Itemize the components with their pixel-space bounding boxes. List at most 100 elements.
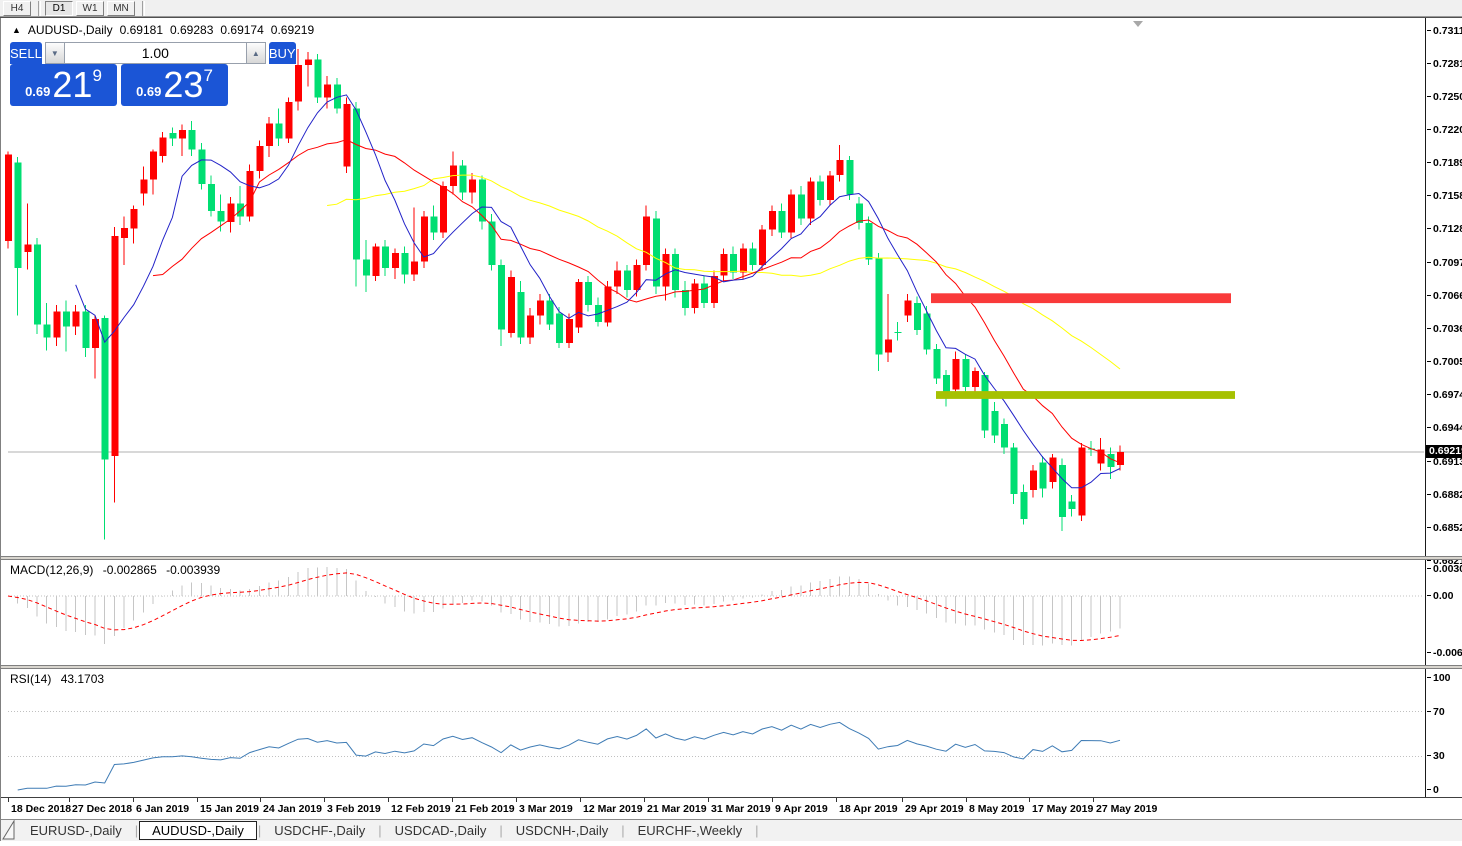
price-tick-label: 0.69440: [1426, 422, 1462, 434]
timeframe-button-d1[interactable]: D1: [45, 0, 73, 16]
time-tick-label: 17 May 2019: [1032, 803, 1094, 815]
sell-price-button[interactable]: 0.69 21 9: [10, 64, 117, 106]
time-tick: [324, 798, 325, 802]
time-tick: [260, 798, 261, 802]
tabbar-corner-icon: [2, 820, 15, 840]
buy-button[interactable]: BUY: [268, 42, 296, 64]
sell-price-pipette: 9: [92, 66, 102, 85]
macd-name: MACD(12,26,9): [10, 563, 94, 577]
timeframe-button-mn[interactable]: MN: [107, 0, 135, 16]
time-axis: 18 Dec 2018 27 Dec 2018 6 Jan 2019 15 Jan 2…: [0, 797, 1462, 819]
time-tick-label: 12 Mar 2019: [583, 803, 643, 815]
price-tick-label: 0.71585: [1426, 190, 1462, 202]
tab-separator: |: [257, 823, 262, 838]
volume-increase-button[interactable]: ▲: [245, 42, 266, 64]
chart-tab-bar: EURUSD-,Daily | AUDUSD-,Daily | USDCHF-,Dail…: [0, 819, 1462, 841]
time-tick-label: 6 Jan 2019: [136, 803, 190, 815]
volume-input[interactable]: [64, 42, 246, 64]
time-tick-label: 27 May 2019: [1096, 803, 1158, 815]
time-tick: [133, 798, 134, 802]
price-tick-label: 0.72810: [1426, 58, 1462, 70]
time-tick: [902, 798, 903, 802]
rsi-value: 43.1703: [60, 672, 105, 686]
time-tick-label: 21 Feb 2019: [455, 803, 515, 815]
timeframe-button-h4[interactable]: H4: [3, 0, 31, 16]
collapse-chart-icon[interactable]: ▲: [12, 25, 21, 35]
chart-tab-usdcad[interactable]: USDCAD-,Daily: [394, 823, 487, 838]
time-tick: [388, 798, 389, 802]
time-tick: [69, 798, 70, 802]
macd-main-value: -0.002865: [102, 563, 157, 577]
price-tick-label: 0.68520: [1426, 522, 1462, 534]
buy-price-pipette: 7: [203, 66, 213, 85]
bar-low-value: 0.69174: [220, 23, 264, 37]
chart-tab-audusd[interactable]: AUDUSD-,Daily: [139, 821, 257, 840]
sell-button[interactable]: SELL: [10, 42, 42, 64]
rsi-tick-label: 0: [1426, 784, 1462, 796]
time-tick-label: 9 Apr 2019: [775, 803, 828, 815]
time-tick-label: 21 Mar 2019: [647, 803, 707, 815]
tab-separator: |: [134, 823, 139, 838]
chart-top-border: [0, 17, 1462, 18]
time-tick-label: 3 Mar 2019: [519, 803, 573, 815]
time-tick-label: 29 Apr 2019: [905, 803, 964, 815]
sell-price-prefix: 0.69: [25, 84, 51, 99]
price-tick-label: 0.69130: [1426, 456, 1462, 468]
chart-shift-icon: [1133, 21, 1143, 27]
sell-price-big: 21: [52, 64, 93, 105]
time-tick-label: 18 Dec 2018: [11, 803, 72, 815]
symbol-title: AUDUSD-,Daily: [27, 23, 113, 37]
volume-decrease-button[interactable]: ▼: [44, 42, 65, 64]
macd-label: MACD(12,26,9) -0.002865 -0.003939: [10, 563, 226, 577]
rsi-name: RSI(14): [10, 672, 52, 686]
tab-separator: |: [621, 823, 625, 838]
time-tick-label: 27 Dec 2018: [72, 803, 133, 815]
time-tick: [8, 798, 9, 802]
buy-price-button[interactable]: 0.69 23 7: [121, 64, 228, 106]
time-tick: [708, 798, 709, 802]
price-tick-label: 0.70970: [1426, 257, 1462, 269]
macd-panel-splitter[interactable]: [0, 556, 1462, 560]
time-tick-label: 24 Jan 2019: [263, 803, 322, 815]
price-tick-label: 0.70360: [1426, 323, 1462, 335]
price-tick-label: 0.71280: [1426, 223, 1462, 235]
rsi-tick-label: 100: [1426, 672, 1462, 684]
price-tick-label: 0.73115: [1426, 25, 1462, 37]
time-tick: [580, 798, 581, 802]
macd-tick-label: 0.003035: [1426, 563, 1462, 575]
time-tick: [1093, 798, 1094, 802]
bar-high-value: 0.69283: [170, 23, 214, 37]
time-tick-label: 12 Feb 2019: [391, 803, 451, 815]
chart-tab-eurusd[interactable]: EURUSD-,Daily: [30, 823, 122, 838]
rsi-panel-splitter[interactable]: [0, 665, 1462, 669]
chart-tab-usdcnh[interactable]: USDCNH-,Daily: [515, 823, 609, 838]
tab-separator: |: [755, 823, 759, 838]
price-scale-border: [1425, 17, 1426, 798]
toolbar-separator: [142, 0, 145, 16]
price-tick-label: 0.70050: [1426, 356, 1462, 368]
toolbar-separator: [38, 0, 41, 16]
bar-close-value: 0.69219: [270, 23, 315, 37]
window-left-border: [0, 17, 1, 841]
time-tick-label: 8 May 2019: [969, 803, 1025, 815]
price-tick-label: 0.69745: [1426, 389, 1462, 401]
price-scale: 0.73115 0.72810 0.72505 0.72200 0.71890 0.715…: [1426, 17, 1462, 798]
one-click-trade-panel: SELL ▼ ▲ BUY 0.69 21 9 0.69 23 7: [10, 42, 296, 106]
price-tick-label: 0.72505: [1426, 91, 1462, 103]
macd-signal-value: -0.003939: [166, 563, 221, 577]
buy-price-prefix: 0.69: [136, 84, 162, 99]
timeframe-toolbar: H4 D1 W1 MN: [0, 0, 1462, 17]
time-tick: [966, 798, 967, 802]
chart-tab-usdchf[interactable]: USDCHF-,Daily: [274, 823, 366, 838]
chart-tab-eurchf[interactable]: EURCHF-,Weekly: [637, 823, 743, 838]
macd-tick-label: 0.00: [1426, 590, 1462, 602]
price-tick-label: 0.71890: [1426, 157, 1462, 169]
time-tick: [452, 798, 453, 802]
tab-separator: |: [378, 823, 382, 838]
symbol-info: ▲ AUDUSD-,Daily 0.69181 0.69283 0.69174 …: [12, 23, 314, 37]
time-tick: [197, 798, 198, 802]
timeframe-button-w1[interactable]: W1: [76, 0, 104, 16]
price-tick-label: 0.72200: [1426, 124, 1462, 136]
